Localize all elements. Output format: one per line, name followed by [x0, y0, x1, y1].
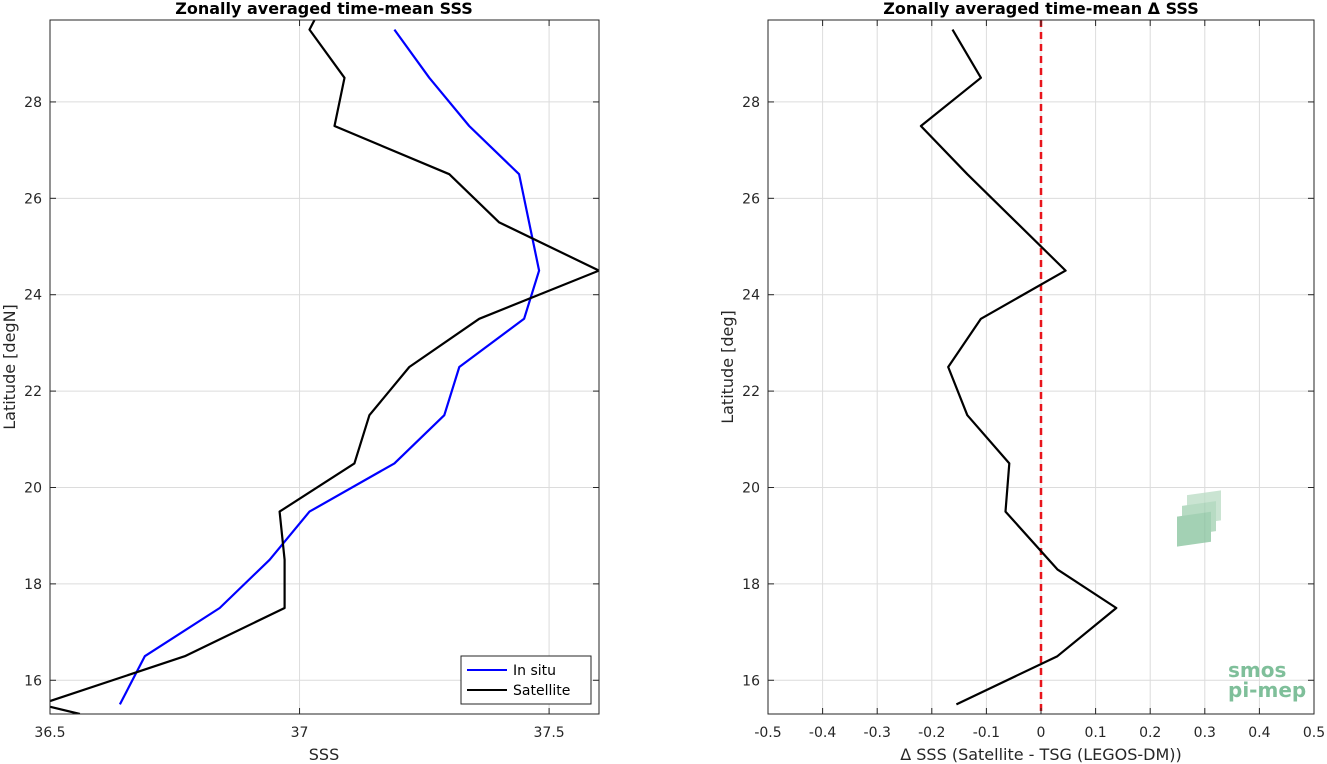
left-chart: 36.5 37 37.5 16 18 20 22 24 26 28 Zonally average… — [0, 0, 600, 764]
y-tick-label: 16 — [742, 673, 760, 689]
y-tick-label: 18 — [24, 577, 42, 593]
x-tick-label: -0.3 — [864, 725, 891, 741]
left-chart-title: Zonally averaged time-mean SSS — [175, 0, 473, 18]
y-tick-label: 22 — [24, 384, 42, 400]
left-plot-area — [50, 20, 599, 714]
x-tick-label: 37 — [291, 725, 309, 741]
y-tick-label: 24 — [24, 288, 42, 304]
x-tick-label: -0.2 — [918, 725, 945, 741]
left-grid — [49, 20, 599, 714]
right-y-axis-label: Latitude [deg] — [718, 310, 737, 424]
series-line-in-situ — [118, 28, 541, 705]
left-series — [50, 20, 599, 714]
left-axes-box — [49, 19, 600, 715]
y-tick-label: 18 — [742, 577, 760, 593]
x-tick-label: 0.2 — [1139, 725, 1161, 741]
x-tick-label: 0.5 — [1303, 725, 1325, 741]
legend-box — [460, 655, 592, 705]
y-tick-label: 16 — [24, 673, 42, 689]
right-x-axis-label: Δ SSS (Satellite - TSG (LEGOS-DM)) — [900, 745, 1182, 764]
y-tick-label: 28 — [742, 95, 760, 111]
x-tick-label: 36.5 — [34, 725, 65, 741]
y-tick-label: 24 — [742, 288, 760, 304]
left-ticks: 36.5 37 37.5 16 18 20 22 24 26 28 — [24, 20, 599, 741]
legend-label-in-situ: In situ — [513, 663, 556, 679]
x-tick-label: -0.1 — [973, 725, 1000, 741]
y-tick-label: 26 — [742, 191, 760, 207]
left-y-axis-label: Latitude [degN] — [0, 304, 19, 430]
right-chart-title: Zonally averaged time-mean Δ SSS — [883, 0, 1199, 18]
x-tick-label: 0.3 — [1194, 725, 1216, 741]
x-tick-label: -0.5 — [754, 725, 781, 741]
logo-text-pi-mep: pi-mep — [1228, 678, 1306, 702]
legend: In situ Satellite — [460, 655, 592, 705]
y-tick-label: 20 — [24, 480, 42, 496]
smos-pimep-logo: smos pi-mep — [1177, 490, 1306, 702]
logo-layer-3 — [1177, 511, 1211, 547]
series-line-delta-sss — [919, 29, 1118, 706]
left-x-axis-label: SSS — [309, 745, 339, 764]
logo-text-smos: smos — [1228, 658, 1286, 682]
series-line-satellite — [50, 20, 599, 714]
y-tick-label: 22 — [742, 384, 760, 400]
right-ticks: -0.5 -0.4 -0.3 -0.2 -0.1 0 0.1 0.2 0.3 0.4 0.5 16 18… — [742, 20, 1325, 741]
x-tick-label: 0.4 — [1248, 725, 1270, 741]
right-chart: -0.5 -0.4 -0.3 -0.2 -0.1 0 0.1 0.2 0.3 0.4 0.5 16 18… — [718, 0, 1325, 764]
y-tick-label: 26 — [24, 191, 42, 207]
legend-label-satellite: Satellite — [513, 683, 570, 699]
layered-map-icon — [1177, 490, 1221, 547]
right-series — [919, 29, 1118, 706]
x-tick-label: 37.5 — [534, 725, 565, 741]
x-tick-label: 0.1 — [1084, 725, 1106, 741]
y-tick-label: 28 — [24, 95, 42, 111]
y-tick-label: 20 — [742, 480, 760, 496]
x-tick-label: 0 — [1037, 725, 1046, 741]
x-tick-label: -0.4 — [809, 725, 836, 741]
